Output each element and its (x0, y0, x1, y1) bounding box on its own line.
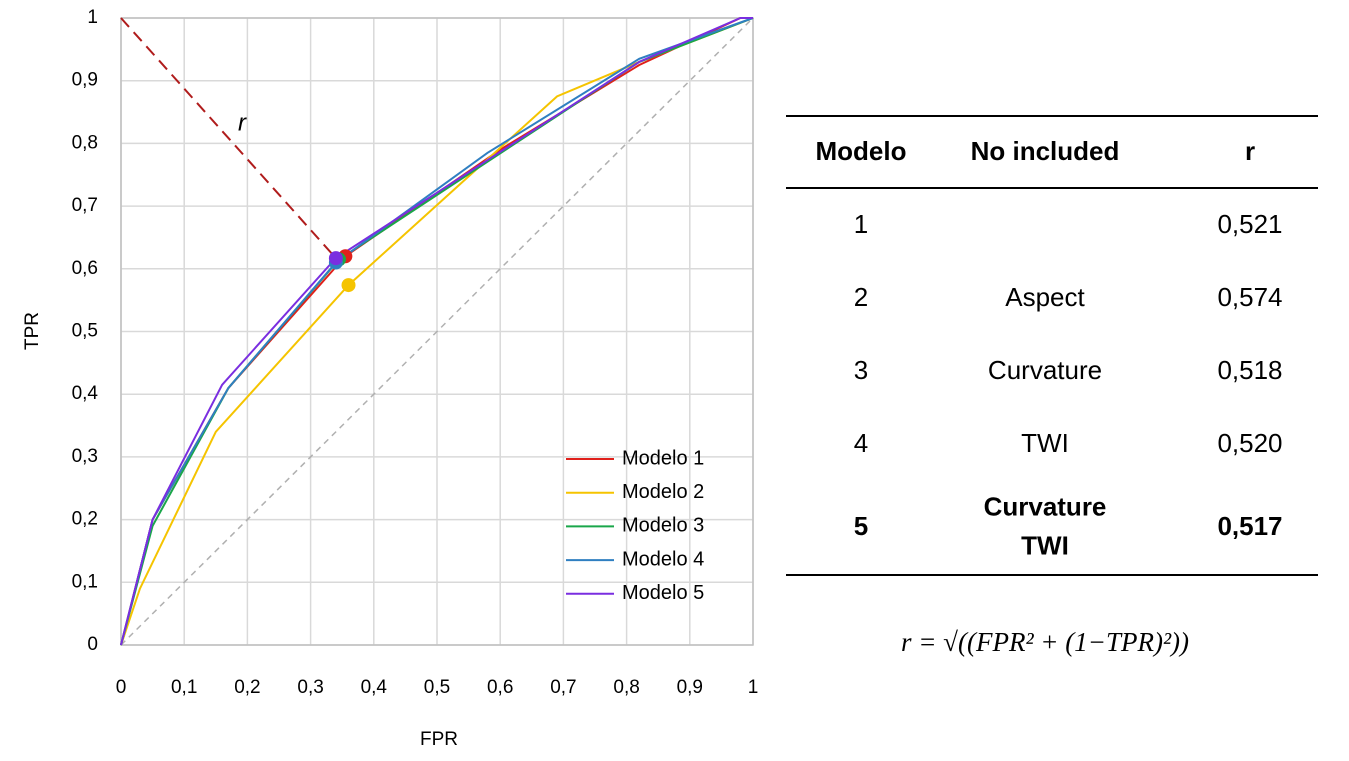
table-cell: 0,521 (1217, 209, 1282, 239)
table-cell: 0,574 (1217, 282, 1282, 312)
x-tick-label: 0,5 (424, 677, 450, 698)
table-header: No included (971, 136, 1120, 166)
legend-label: Modelo 3 (622, 515, 704, 537)
table-cell: TWI (1021, 530, 1069, 560)
y-tick-label: 0,8 (72, 132, 98, 153)
x-axis-label: FPR (420, 729, 458, 750)
optimal-point (328, 251, 343, 266)
reference-diagonal (120, 17, 754, 646)
x-tick-label: 0,8 (613, 677, 639, 698)
table-cell: TWI (1021, 428, 1069, 458)
table-cell: 0,518 (1217, 355, 1282, 385)
formula: r = √((FPR² + (1−TPR)²)) (901, 627, 1189, 657)
x-tick-label: 0,3 (297, 677, 323, 698)
table-header: r (1245, 136, 1255, 166)
y-tick-label: 0,2 (72, 509, 98, 530)
table-cell: 4 (854, 428, 868, 458)
x-tick-label: 1 (748, 677, 759, 698)
y-tick-label: 0,9 (72, 70, 98, 91)
y-tick-label: 0 (87, 634, 98, 655)
table-cell: 1 (854, 209, 868, 239)
legend-label: Modelo 2 (622, 481, 704, 503)
y-axis-label: TPR (22, 312, 43, 350)
y-tick-label: 0,4 (72, 383, 99, 404)
annotation: r (238, 109, 247, 136)
y-tick-label: 0,6 (72, 258, 98, 279)
x-tick-label: 0,6 (487, 677, 513, 698)
y-tick-label: 0,5 (72, 321, 98, 342)
table-header: Modelo (816, 136, 907, 166)
table-cell: Aspect (1005, 282, 1085, 312)
table-cell: 0,520 (1217, 428, 1282, 458)
x-tick-label: 0 (116, 677, 127, 698)
table-cell: Curvature (984, 491, 1107, 521)
table-cell: 0,517 (1217, 511, 1282, 541)
optimal-point (341, 278, 356, 293)
x-tick-label: 0,9 (677, 677, 703, 698)
legend-label: Modelo 1 (622, 447, 704, 469)
y-tick-label: 0,3 (72, 446, 98, 467)
legend-label: Modelo 4 (622, 548, 704, 570)
y-tick-label: 0,7 (72, 195, 98, 216)
x-tick-label: 0,4 (361, 677, 388, 698)
legend-label: Modelo 5 (622, 582, 704, 604)
y-tick-label: 0,1 (72, 571, 98, 592)
table-cell: Curvature (988, 355, 1102, 385)
x-tick-label: 0,2 (234, 677, 260, 698)
x-tick-label: 0,1 (171, 677, 197, 698)
table-cell: 2 (854, 282, 868, 312)
plot-border (120, 17, 754, 646)
y-tick-label: 1 (87, 7, 98, 28)
x-tick-label: 0,7 (550, 677, 576, 698)
table-cell: 5 (854, 511, 868, 541)
table-cell: 3 (854, 355, 868, 385)
distance-line (120, 17, 337, 259)
